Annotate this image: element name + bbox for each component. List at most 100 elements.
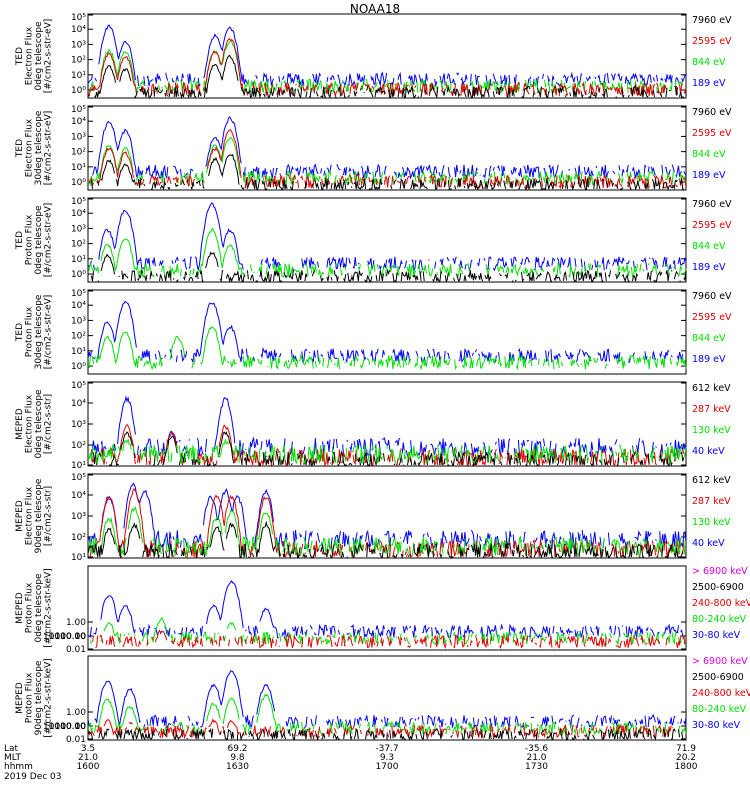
chart-title: NOAA18 bbox=[350, 2, 400, 16]
legend-entry: 287 keV bbox=[692, 496, 731, 507]
panel-1: 10⁰ 10¹ 10² 10³ 10⁴ 10⁵ TED Electron Flux 0deg t… bbox=[15, 13, 732, 98]
legend-entry: 7960 eV bbox=[692, 291, 732, 302]
y-tick-label: 10¹ bbox=[71, 553, 86, 563]
y-tick-label: 10³ bbox=[71, 132, 86, 142]
y-tick-label: 10⁴ bbox=[71, 117, 86, 127]
legend-entry: 189 eV bbox=[692, 354, 726, 365]
y-axis-label-line: [#/cm2-s-str-eV] bbox=[44, 111, 54, 186]
legend-entry: 612 keV bbox=[692, 475, 731, 486]
y-tick-label: 10² bbox=[71, 441, 86, 451]
series-blue-line bbox=[88, 302, 685, 363]
series-blue-line bbox=[87, 482, 687, 550]
legend-entry: 80-240 keV bbox=[692, 614, 747, 625]
y-tick-label: 10⁰ bbox=[71, 86, 86, 96]
y-axis-label-line: 90deg telescope bbox=[34, 660, 44, 735]
y-tick-label: 0.01 bbox=[66, 735, 86, 745]
y-axis-label-line: Proton Flux bbox=[25, 672, 35, 723]
y-axis-label-line: MEPED bbox=[15, 682, 25, 714]
y-axis-label-line: [#/cm2-s-str] bbox=[44, 394, 54, 454]
x-tick-hhmm: 1700 bbox=[376, 762, 399, 772]
x-tick-mlt: 20.2 bbox=[676, 753, 696, 763]
y-axis-label: TED Electron Flux 0deg telescope [#/cm2-s-s… bbox=[15, 19, 54, 94]
legend-entry: 189 eV bbox=[692, 78, 726, 89]
y-tick-label: 10⁴ bbox=[71, 25, 86, 35]
y-tick-label: 10⁵ bbox=[71, 197, 86, 207]
x-tick-hhmm: 1730 bbox=[525, 762, 548, 772]
panel-5: 10¹ 10² 10³ 10⁴ 10⁵ MEPED Electron Flux 0deg te… bbox=[15, 381, 731, 471]
y-tick-label: 10² bbox=[71, 56, 86, 66]
panel-frame bbox=[87, 381, 687, 467]
panel-2: 10⁰ 10¹ 10² 10³ 10⁴ 10⁵ TED Electron Flux 30deg … bbox=[15, 105, 732, 190]
y-tick-label: 10⁴ bbox=[71, 399, 86, 409]
y-tick-label: 10¹ bbox=[71, 163, 86, 173]
y-tick-label: 1000.00 bbox=[49, 722, 86, 732]
x-tick-lat: 71.9 bbox=[676, 744, 696, 754]
y-tick-label: 10.00 bbox=[60, 632, 86, 642]
y-tick-label: 10³ bbox=[71, 316, 86, 326]
legend-entry: 2595 eV bbox=[692, 312, 732, 323]
y-tick-label: 10³ bbox=[71, 420, 86, 430]
y-tick-label: 10⁵ bbox=[71, 381, 86, 391]
y-tick-label: 10⁵ bbox=[71, 289, 86, 299]
legend-entry: 2500-6900 bbox=[692, 582, 744, 593]
y-tick-label: 10² bbox=[71, 240, 86, 250]
y-tick-label: 1.00 bbox=[66, 618, 86, 628]
y-tick-label: 0.10 bbox=[66, 632, 86, 642]
legend-entry: 2595 eV bbox=[692, 36, 732, 47]
y-tick-label: 100.00 bbox=[55, 722, 87, 732]
series-green-line bbox=[87, 227, 687, 279]
x-tick-mlt: 9.3 bbox=[380, 753, 394, 763]
x-row-label: MLT bbox=[4, 753, 22, 763]
x-tick-lat: -35.6 bbox=[525, 744, 549, 754]
y-axis-label-line: 90deg telescope bbox=[34, 478, 44, 553]
y-tick-label: 1000.00 bbox=[49, 632, 86, 642]
legend-entry: 7960 eV bbox=[692, 107, 732, 118]
y-axis-label-line: [#/cm2-s-str-keV] bbox=[44, 568, 54, 647]
y-axis-label: TED Electron Flux 30deg telescope [#/cm2-s-… bbox=[15, 110, 54, 185]
series-red-line bbox=[92, 629, 687, 650]
x-tick-mlt: 9.8 bbox=[230, 753, 245, 763]
panel-frame bbox=[87, 13, 687, 99]
series-blue-line bbox=[90, 395, 687, 458]
y-axis-label: MEPED Electron Flux 0deg telescope [#/cm2-s… bbox=[15, 389, 54, 459]
y-tick-label: 0.10 bbox=[66, 722, 86, 732]
y-axis-label-line: 0deg telescope bbox=[34, 205, 44, 275]
legend-entry: 30-80 keV bbox=[692, 630, 741, 641]
y-axis-label-line: Electron Flux bbox=[25, 118, 35, 177]
y-axis-label-line: TED bbox=[15, 139, 25, 158]
series-red-line bbox=[88, 129, 687, 191]
y-axis-label-line: Proton Flux bbox=[25, 306, 35, 357]
y-axis-label-line: Electron Flux bbox=[25, 394, 35, 453]
series-green-line bbox=[87, 506, 686, 557]
x-row-label: hhmm bbox=[4, 762, 33, 772]
series-black-line bbox=[90, 251, 687, 283]
y-axis-label-line: MEPED bbox=[15, 408, 25, 440]
y-axis-label-line: [#/cm2-s-str-keV] bbox=[44, 658, 54, 737]
y-axis-label-line: MEPED bbox=[15, 500, 25, 532]
y-tick-label: 10⁴ bbox=[71, 301, 86, 311]
legend-entry: 844 eV bbox=[692, 241, 726, 252]
y-tick-label: 10² bbox=[71, 148, 86, 158]
panel-3: 10⁰ 10¹ 10² 10³ 10⁴ 10⁵ TED Proton Flux 0deg tel… bbox=[15, 197, 732, 283]
series-blue-line bbox=[89, 581, 685, 638]
series-green-line bbox=[88, 437, 687, 465]
legend-entry: 130 keV bbox=[692, 517, 731, 528]
panel-7: 0.010.101.0010.00100.001000.0010000.00ME… bbox=[15, 565, 750, 655]
y-tick-label: 10¹ bbox=[71, 71, 86, 81]
x-tick-mlt: 21.0 bbox=[78, 753, 98, 763]
legend-entry: 2595 eV bbox=[692, 220, 732, 231]
y-axis-label-line: [#/cm2-s-str] bbox=[44, 486, 54, 546]
legend-entry: 2500-6900 bbox=[692, 672, 744, 683]
legend-entry: 612 keV bbox=[692, 383, 731, 394]
y-tick-label: 10.00 bbox=[60, 722, 86, 732]
y-tick-label: 10² bbox=[71, 332, 86, 342]
y-tick-label: 10⁴ bbox=[71, 491, 86, 501]
y-tick-label: 10³ bbox=[71, 512, 86, 522]
panel-frame bbox=[87, 197, 687, 283]
y-tick-label: 10⁴ bbox=[71, 209, 86, 219]
y-axis-label-line: Electron Flux bbox=[25, 26, 35, 85]
y-axis-label-line: TED bbox=[15, 323, 25, 342]
y-axis-label-line: 0deg telescope bbox=[34, 573, 44, 643]
series-red-line bbox=[90, 489, 686, 557]
